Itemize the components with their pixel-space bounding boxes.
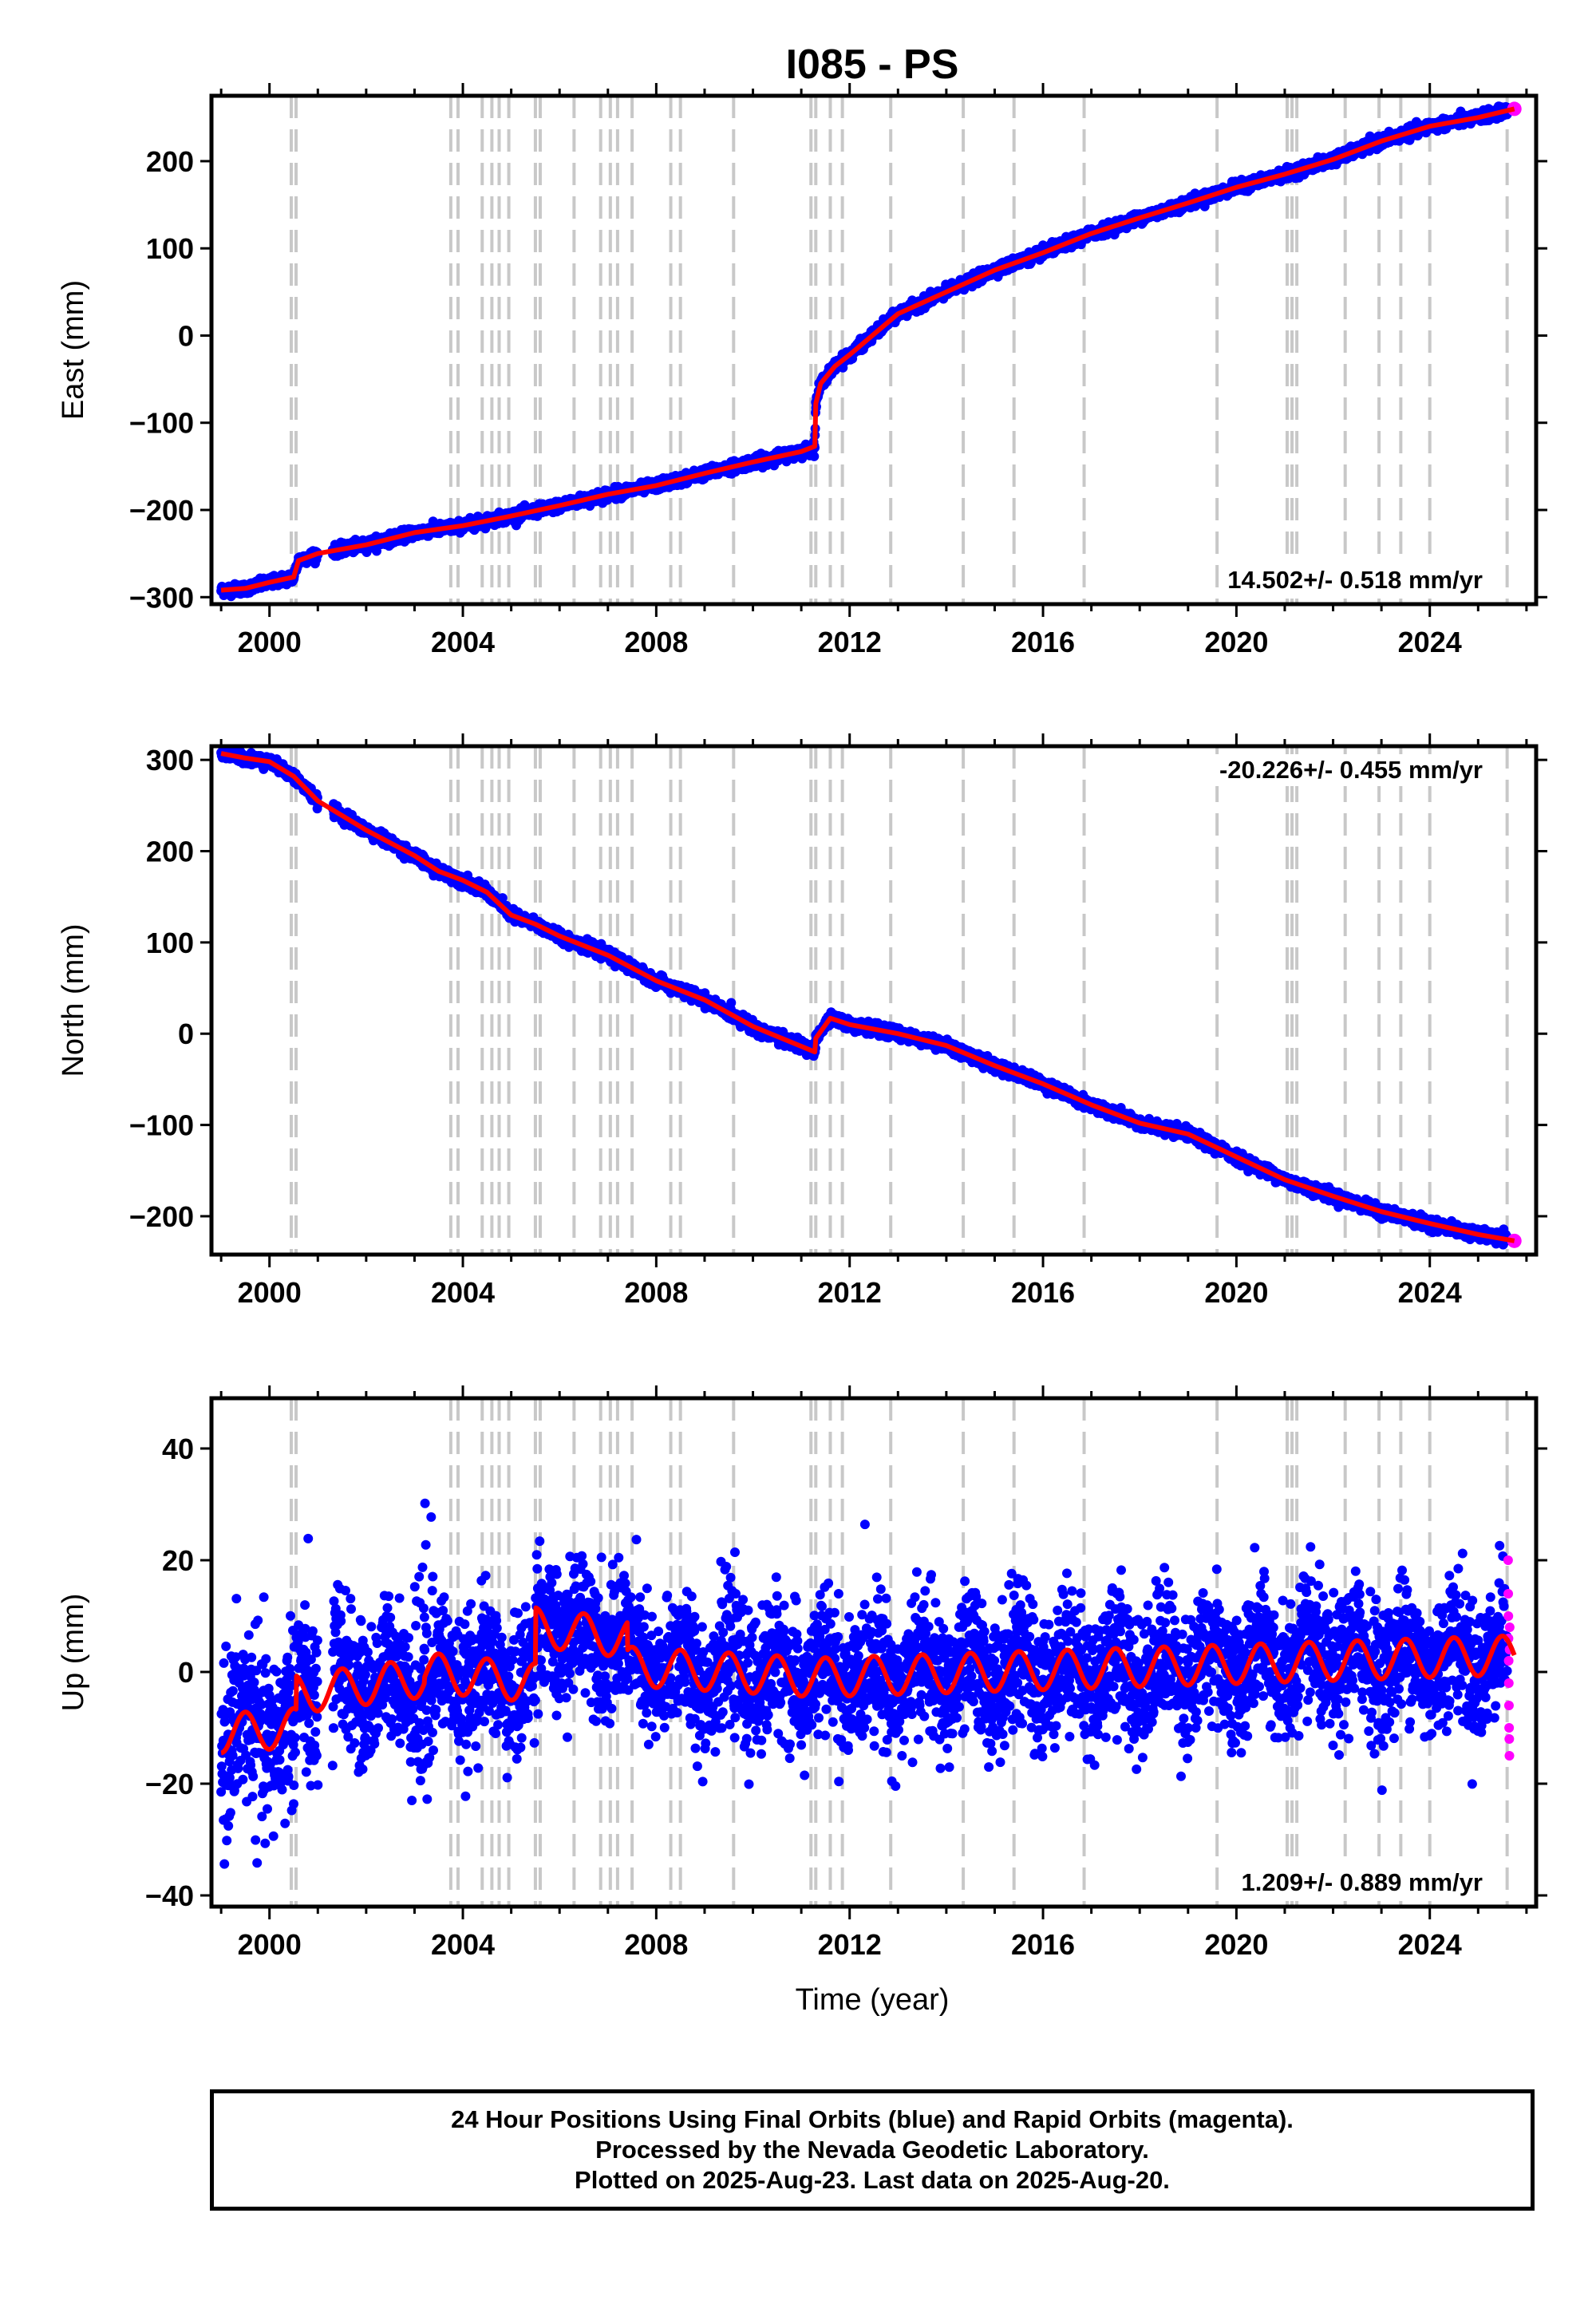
panel-north: −200 −100 0 100 200 300 2000 2004 2008 2012 2016 20… (57, 733, 1547, 1309)
final-orbit-dots-east (216, 101, 1512, 602)
y-tick-label-north: −100 (129, 1109, 194, 1142)
rate-text-north: -20.226+/- 0.455 mm/yr (1219, 756, 1483, 784)
plot-frame-north (209, 744, 1539, 1257)
rate-text-bg-up (1236, 1867, 1487, 1899)
final-orbit-dots-north (216, 746, 1512, 1250)
x-tick-label-up: 2004 (431, 1928, 495, 1961)
y-tick-label-up: −40 (145, 1879, 194, 1912)
rapid-orbit-point (1504, 1622, 1515, 1632)
rapid-orbit-point (1503, 1589, 1514, 1599)
rate-text-east: 14.502+/- 0.518 mm/yr (1227, 566, 1483, 594)
y-tick-label-east: 200 (146, 145, 194, 178)
y-tick-label-north: 200 (146, 836, 194, 868)
footer-line-orbits: 24 Hour Positions Using Final Orbits (bl… (451, 2105, 1294, 2133)
y-axis-label-north: North (mm) (57, 923, 90, 1077)
rapid-orbit-point (1503, 1611, 1514, 1621)
plot-area-east (216, 96, 1522, 604)
final-orbit-points-north (216, 746, 1512, 1250)
x-tick-label-north: 2016 (1011, 1276, 1075, 1309)
final-orbit-dots-up (216, 1498, 1512, 1869)
plot-area-north (216, 746, 1522, 1255)
rate-text-bg-north (1214, 754, 1487, 786)
x-axis-label: Time (year) (796, 1983, 950, 2017)
rapid-orbit-point (1507, 101, 1522, 117)
final-orbit-points-up (216, 1498, 1512, 1869)
y-tick-label-north: 0 (178, 1018, 194, 1050)
model-line-up (219, 1605, 1517, 1756)
y-axis-label-up: Up (mm) (57, 1594, 90, 1712)
y-tick-label-up: −20 (145, 1768, 194, 1800)
x-tick-label-up: 2000 (238, 1928, 302, 1961)
rapid-orbit-points-east (1507, 101, 1522, 117)
x-tick-label-north: 2020 (1204, 1276, 1268, 1309)
rapid-orbit-point (1504, 1723, 1515, 1733)
model-line-north (220, 751, 1515, 1243)
x-tick-label-north: 2004 (431, 1276, 495, 1309)
y-tick-label-up: 0 (178, 1656, 194, 1689)
x-tick-label-east: 2020 (1204, 626, 1268, 658)
x-tick-label-north: 2000 (238, 1276, 302, 1309)
y-tick-label-north: 100 (146, 927, 194, 959)
rate-text-up: 1.209+/- 0.889 mm/yr (1242, 1868, 1483, 1896)
plot-area-up (216, 1398, 1517, 1907)
y-axis-label-east: East (mm) (57, 280, 90, 420)
panel-east: −300 −200 −100 0 100 200 2000 2004 2008 2012 2016 2… (57, 83, 1547, 658)
rapid-orbit-point (1504, 1734, 1515, 1744)
x-tick-label-north: 2024 (1398, 1276, 1462, 1309)
footer-line-dates: Plotted on 2025-Aug-23. Last data on 202… (575, 2166, 1170, 2194)
x-tick-label-east: 2008 (624, 626, 688, 658)
model-line-east (220, 106, 1515, 593)
plot-frame-up (209, 1396, 1539, 1909)
panel-up: −40 −20 0 20 40 2000 2004 2008 2012 2016 2020 2024 U… (57, 1385, 1547, 1961)
x-tick-label-up: 2024 (1398, 1928, 1462, 1961)
rate-text-bg-east (1223, 564, 1487, 596)
x-tick-label-up: 2016 (1011, 1928, 1075, 1961)
rapid-orbit-points-up (1503, 1555, 1515, 1761)
rapid-orbit-point (1503, 1656, 1514, 1666)
plot-frame-east (209, 93, 1539, 607)
y-tick-label-north: 300 (146, 744, 194, 777)
y-tick-label-east: −100 (129, 407, 194, 440)
y-tick-label-up: 20 (162, 1544, 194, 1577)
y-tick-label-east: 100 (146, 232, 194, 265)
x-tick-label-up: 2020 (1204, 1928, 1268, 1961)
y-tick-label-east: −200 (129, 494, 194, 527)
y-tick-label-up: 40 (162, 1433, 194, 1465)
y-tick-label-east: −300 (129, 581, 194, 614)
processing-info-box: 24 Hour Positions Using Final Orbits (bl… (210, 2089, 1535, 2211)
x-tick-label-east: 2016 (1011, 626, 1075, 658)
rapid-orbit-point (1503, 1678, 1514, 1688)
x-tick-label-east: 2004 (431, 626, 495, 658)
x-tick-label-up: 2012 (818, 1928, 882, 1961)
rapid-orbit-points-north (1507, 1233, 1522, 1248)
x-tick-label-east: 2012 (818, 626, 882, 658)
y-tick-label-north: −200 (129, 1200, 194, 1233)
x-tick-label-east: 2024 (1398, 626, 1462, 658)
final-orbit-points-east (216, 101, 1512, 602)
y-tick-label-east: 0 (178, 319, 194, 352)
x-tick-label-up: 2008 (624, 1928, 688, 1961)
rapid-orbit-point (1507, 1233, 1522, 1248)
x-tick-label-east: 2000 (238, 626, 302, 658)
rapid-orbit-point (1503, 1701, 1514, 1710)
rapid-orbit-point (1503, 1555, 1513, 1565)
rapid-orbit-point (1504, 1751, 1515, 1761)
x-tick-label-north: 2008 (624, 1276, 688, 1309)
chart-title: I085 - PS (786, 41, 959, 88)
footer-line-processor: Processed by the Nevada Geodetic Laborat… (595, 2136, 1149, 2164)
x-tick-label-north: 2012 (818, 1276, 882, 1309)
